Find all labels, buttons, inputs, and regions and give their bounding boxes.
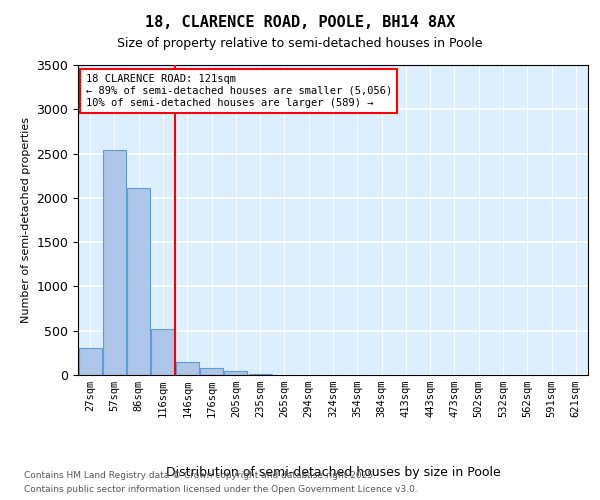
Bar (176, 362, 199, 375)
Text: 18 CLARENCE ROAD: 121sqm
← 89% of semi-detached houses are smaller (5,056)
10% o: 18 CLARENCE ROAD: 121sqm ← 89% of semi-d… (86, 74, 392, 108)
Text: Size of property relative to semi-detached houses in Poole: Size of property relative to semi-detach… (117, 38, 483, 51)
Bar (127, 188, 150, 375)
Text: Contains public sector information licensed under the Open Government Licence v3: Contains public sector information licen… (24, 486, 418, 494)
Text: 18, CLARENCE ROAD, POOLE, BH14 8AX: 18, CLARENCE ROAD, POOLE, BH14 8AX (145, 15, 455, 30)
Y-axis label: Number of semi-detached properties: Number of semi-detached properties (21, 117, 31, 323)
Bar (103, 150, 126, 375)
Text: Contains HM Land Registry data © Crown copyright and database right 2025.: Contains HM Land Registry data © Crown c… (24, 470, 376, 480)
Bar (200, 368, 223, 375)
X-axis label: Distribution of semi-detached houses by size in Poole: Distribution of semi-detached houses by … (166, 466, 500, 479)
Bar (151, 329, 175, 375)
Bar (248, 374, 272, 375)
Bar (79, 348, 101, 375)
Bar (224, 372, 247, 375)
